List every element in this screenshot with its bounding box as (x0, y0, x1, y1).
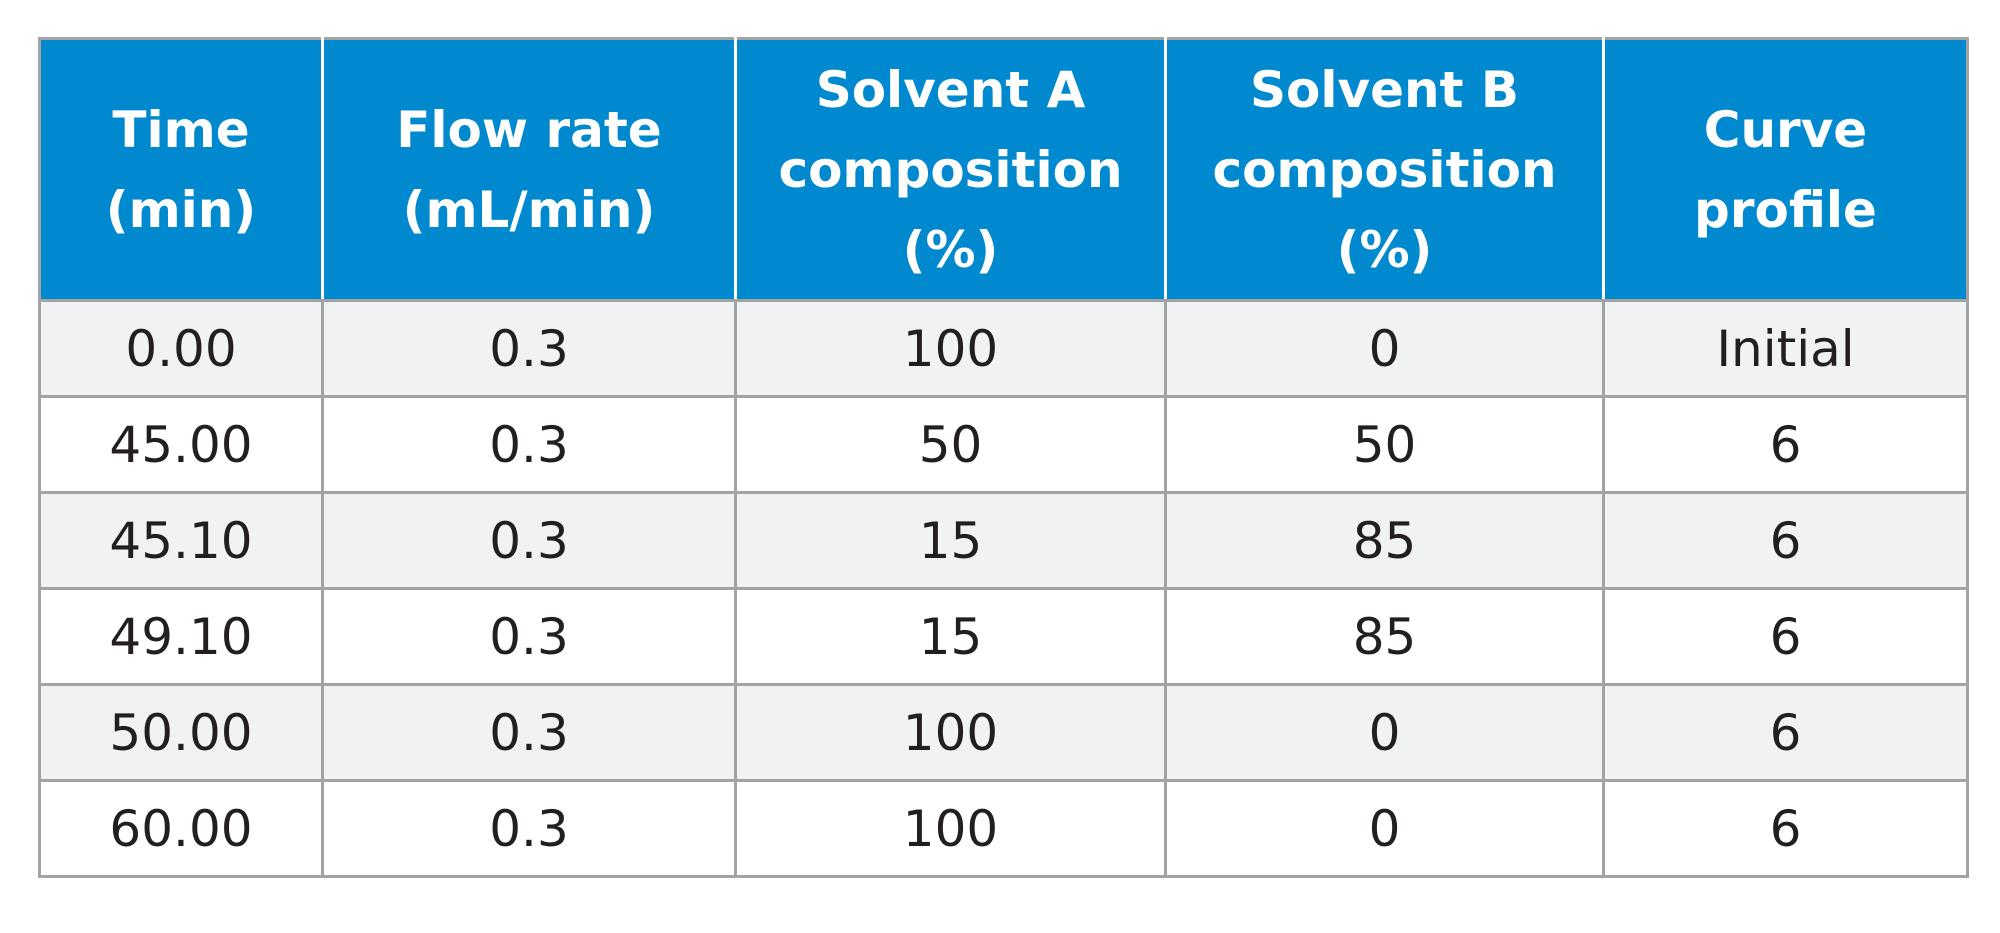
cell-solvent-a: 50 (734, 395, 1167, 494)
cell-curve-profile: 6 (1602, 395, 1969, 494)
cell-flow-rate: 0.3 (321, 395, 737, 494)
cell-solvent-a: 100 (734, 683, 1167, 782)
cell-flow-rate: 0.3 (321, 779, 737, 878)
column-header-time: Time (min) (38, 37, 324, 302)
table-row: 50.00 0.3 100 0 6 (38, 683, 1969, 782)
cell-flow-rate: 0.3 (321, 683, 737, 782)
cell-curve-profile: 6 (1602, 587, 1969, 686)
cell-solvent-b: 0 (1164, 683, 1605, 782)
cell-flow-rate: 0.3 (321, 491, 737, 590)
header-row: Time (min) Flow rate (mL/min) Solvent A … (38, 37, 1969, 302)
cell-curve-profile: 6 (1602, 683, 1969, 782)
cell-solvent-a: 100 (734, 779, 1167, 878)
cell-flow-rate: 0.3 (321, 299, 737, 398)
cell-time: 45.00 (38, 395, 324, 494)
cell-solvent-b: 0 (1164, 779, 1605, 878)
table-row: 45.10 0.3 15 85 6 (38, 491, 1969, 590)
cell-time: 45.10 (38, 491, 324, 590)
cell-curve-profile: 6 (1602, 491, 1969, 590)
cell-solvent-b: 0 (1164, 299, 1605, 398)
cell-curve-profile: 6 (1602, 779, 1969, 878)
cell-solvent-a: 15 (734, 491, 1167, 590)
cell-time: 60.00 (38, 779, 324, 878)
table-body: 0.00 0.3 100 0 Initial 45.00 0.3 50 50 6… (38, 299, 1969, 878)
cell-time: 0.00 (38, 299, 324, 398)
cell-solvent-a: 100 (734, 299, 1167, 398)
table-row: 60.00 0.3 100 0 6 (38, 779, 1969, 878)
column-header-solvent-a: Solvent A composition (%) (734, 37, 1167, 302)
table-row: 0.00 0.3 100 0 Initial (38, 299, 1969, 398)
cell-time: 50.00 (38, 683, 324, 782)
column-header-flow-rate: Flow rate (mL/min) (321, 37, 737, 302)
cell-curve-profile: Initial (1602, 299, 1969, 398)
cell-time: 49.10 (38, 587, 324, 686)
cell-solvent-b: 85 (1164, 587, 1605, 686)
gradient-table: Time (min) Flow rate (mL/min) Solvent A … (38, 37, 1969, 878)
table-row: 49.10 0.3 15 85 6 (38, 587, 1969, 686)
table-row: 45.00 0.3 50 50 6 (38, 395, 1969, 494)
cell-solvent-a: 15 (734, 587, 1167, 686)
column-header-curve-profile: Curve profile (1602, 37, 1969, 302)
table-header: Time (min) Flow rate (mL/min) Solvent A … (38, 37, 1969, 302)
column-header-solvent-b: Solvent B composition (%) (1164, 37, 1605, 302)
cell-flow-rate: 0.3 (321, 587, 737, 686)
cell-solvent-b: 85 (1164, 491, 1605, 590)
cell-solvent-b: 50 (1164, 395, 1605, 494)
